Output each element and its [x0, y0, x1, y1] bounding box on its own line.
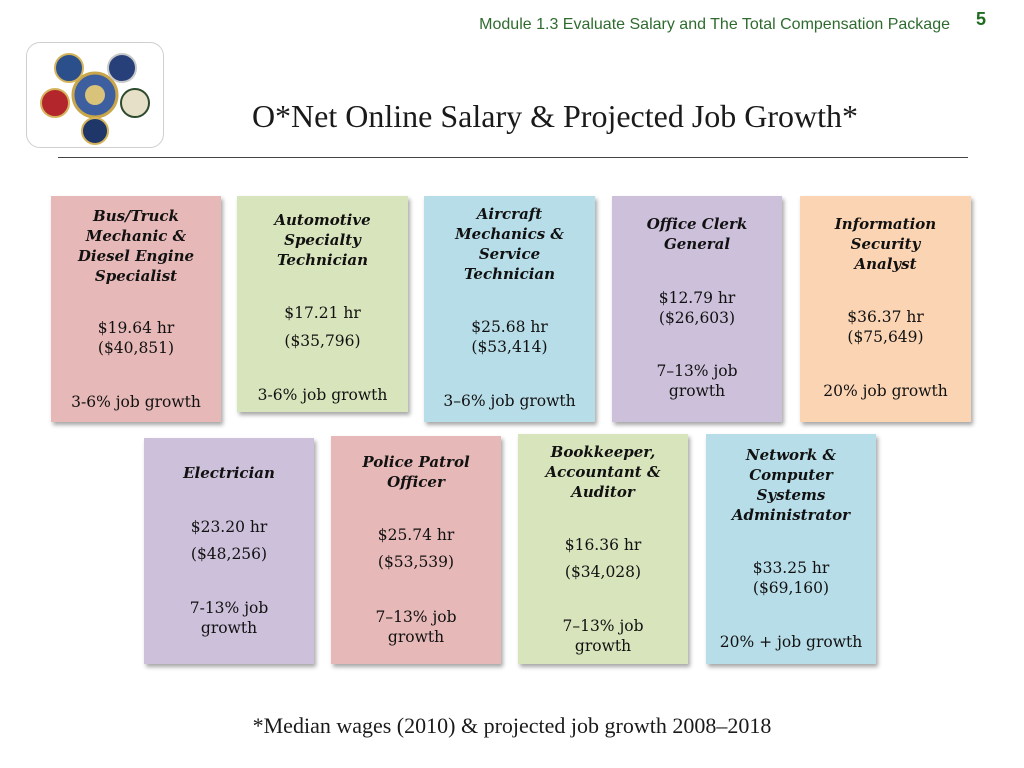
- card-network-computer-systems-administrator: Network & Computer Systems Administrator…: [706, 434, 876, 664]
- page-number: 5: [976, 9, 987, 29]
- card-hourly-wage: $36.37 hr: [847, 308, 924, 326]
- card-hourly-wage: $12.79 hr: [658, 289, 736, 307]
- card-job-growth: 7-13% job growth: [189, 599, 269, 637]
- card-annual-wage: ($34,028): [564, 563, 642, 581]
- card-office-clerk: Office Clerk General $12.79 hr ($26,603)…: [612, 196, 782, 422]
- military-seals-logo: [26, 42, 164, 148]
- card-title: Network & Computer Systems Administrator: [731, 446, 851, 524]
- card-job-growth: 7–13% job growth: [375, 608, 457, 646]
- card-job-growth: 3–6% job growth: [443, 392, 576, 410]
- card-annual-wage: ($26,603): [658, 309, 736, 327]
- card-title: Bus/Truck Mechanic & Diesel Engine Speci…: [77, 207, 195, 285]
- military-seals-icon: [40, 53, 150, 145]
- card-hourly-wage: $19.64 hr: [97, 319, 175, 337]
- card-hourly-wage: $16.36 hr: [564, 536, 642, 554]
- card-hourly-wage: $23.20 hr: [190, 518, 268, 536]
- card-title: Office Clerk General: [646, 215, 748, 253]
- card-hourly-wage: $25.74 hr: [377, 526, 455, 544]
- card-annual-wage: ($53,414): [471, 338, 548, 356]
- card-police-patrol-officer: Police Patrol Officer $25.74 hr ($53,539…: [331, 436, 501, 664]
- card-hourly-wage: $17.21 hr: [284, 304, 361, 322]
- card-job-growth: 7–13% job growth: [562, 617, 644, 655]
- card-job-growth: 20% + job growth: [719, 633, 863, 651]
- footnote: *Median wages (2010) & projected job gro…: [252, 713, 772, 738]
- card-hourly-wage: $25.68 hr: [471, 318, 548, 336]
- card-annual-wage: ($35,796): [284, 332, 361, 350]
- card-title: Electrician: [183, 464, 275, 482]
- title-divider: [58, 157, 968, 158]
- card-hourly-wage: $33.25 hr: [752, 559, 830, 577]
- card-title: Automotive Specialty Technician: [274, 211, 371, 269]
- card-job-growth: 3-6% job growth: [257, 386, 388, 404]
- card-annual-wage: ($75,649): [847, 328, 924, 346]
- card-annual-wage: ($48,256): [190, 545, 268, 563]
- card-electrician: Electrician $23.20 hr ($48,256) 7-13% jo…: [144, 438, 314, 664]
- card-automotive-specialty-technician: Automotive Specialty Technician $17.21 h…: [237, 196, 408, 412]
- page-title: O*Net Online Salary & Projected Job Grow…: [251, 98, 859, 134]
- card-job-growth: 7–13% job growth: [656, 362, 738, 400]
- card-annual-wage: ($53,539): [377, 553, 455, 571]
- card-job-growth: 20% job growth: [823, 382, 948, 400]
- card-annual-wage: ($40,851): [97, 339, 175, 357]
- card-title: Information Security Analyst: [834, 215, 937, 273]
- card-annual-wage: ($69,160): [752, 579, 830, 597]
- card-title: Bookkeeper, Accountant & Auditor: [545, 443, 661, 501]
- card-bus-truck-mechanic: Bus/Truck Mechanic & Diesel Engine Speci…: [51, 196, 221, 422]
- module-title: Module 1.3 Evaluate Salary and The Total…: [479, 16, 950, 33]
- card-title: Police Patrol Officer: [362, 453, 470, 491]
- card-job-growth: 3-6% job growth: [71, 393, 201, 411]
- card-title: Aircraft Mechanics & Service Technician: [455, 205, 564, 283]
- card-information-security-analyst: Information Security Analyst $36.37 hr (…: [800, 196, 971, 422]
- card-bookkeeper-accountant-auditor: Bookkeeper, Accountant & Auditor $16.36 …: [518, 434, 688, 664]
- card-aircraft-mechanics: Aircraft Mechanics & Service Technician …: [424, 196, 595, 422]
